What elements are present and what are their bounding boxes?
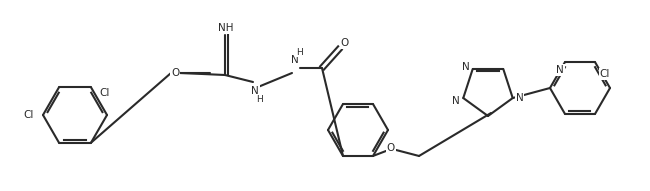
Text: NH: NH [218, 23, 234, 33]
Text: N: N [251, 86, 259, 96]
Text: N: N [462, 62, 469, 72]
Text: N: N [556, 65, 564, 75]
Text: O: O [387, 143, 395, 153]
Text: N: N [452, 96, 460, 106]
Text: Cl: Cl [24, 110, 34, 120]
Text: N: N [291, 55, 299, 65]
Text: H: H [296, 48, 304, 57]
Text: O: O [341, 38, 349, 48]
Text: Cl: Cl [100, 88, 110, 98]
Text: Cl: Cl [600, 69, 610, 79]
Text: N: N [516, 93, 524, 103]
Text: O: O [171, 68, 179, 78]
Text: H: H [257, 95, 263, 104]
